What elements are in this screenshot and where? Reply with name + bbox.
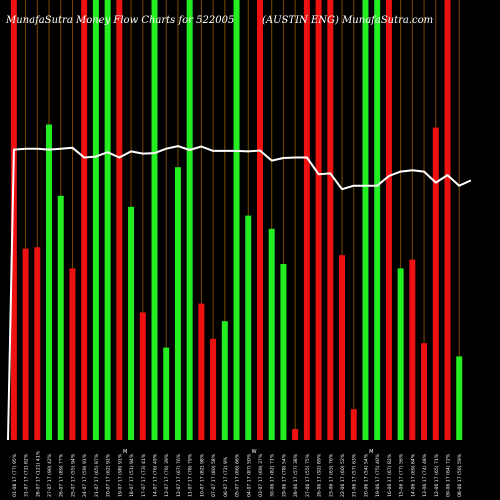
bar-up bbox=[46, 124, 53, 441]
x-tick-label: 21-06 17 (57) 63% bbox=[352, 453, 358, 497]
x-tick-label: 21-07 17 (65) 87% bbox=[94, 453, 100, 497]
x-tick-label: 29-06 17 (78) 54% bbox=[281, 453, 287, 497]
x-tick-label: 12-07 17 (67) 76% bbox=[176, 453, 182, 497]
bar-up bbox=[245, 215, 252, 440]
x-tick-label: 24-07 17 (59) 91% bbox=[82, 453, 88, 497]
bar-down bbox=[69, 268, 76, 440]
x-tick-label: 28-06 17 (57) 38% bbox=[293, 453, 299, 497]
bar-down bbox=[327, 0, 334, 440]
flow-line-path bbox=[7, 145, 472, 441]
bar-down bbox=[421, 343, 428, 440]
month-marker: W bbox=[252, 449, 257, 455]
bar-up bbox=[151, 0, 158, 440]
x-tick-label: 08-06 17 (56) 59% bbox=[457, 453, 463, 497]
x-tick-label: 31-07 17 (72) 82% bbox=[24, 453, 30, 497]
x-tick-label: 27-06 17 (55) 75% bbox=[305, 453, 311, 497]
x-tick-label: 27-07 17 (90) 42% bbox=[47, 453, 53, 497]
bar-up bbox=[280, 264, 287, 440]
x-tick-label: 18-07 17 (51) 94% bbox=[129, 453, 135, 497]
bar-up bbox=[92, 0, 99, 440]
x-tick-label: 26-06 17 (92) 89% bbox=[317, 453, 323, 497]
x-tick-label: 05-07 17 (66) 66% bbox=[235, 453, 241, 497]
chart-title-right: (AUSTIN ENG) MunafaSutra.com bbox=[262, 15, 434, 26]
bar-down bbox=[339, 255, 346, 440]
bar-down bbox=[116, 0, 123, 440]
x-tick-label: 26-07 17 (89) 77% bbox=[59, 453, 65, 497]
bars bbox=[10, 0, 463, 441]
bar-down bbox=[432, 127, 439, 440]
bar-down bbox=[385, 0, 392, 440]
bar-up bbox=[397, 268, 404, 440]
bar-down bbox=[409, 259, 416, 440]
month-marker: M bbox=[369, 449, 373, 455]
bar-down bbox=[303, 0, 310, 440]
x-tick-label: 07-07 17 (80) 58% bbox=[211, 453, 217, 497]
bar-up bbox=[221, 321, 228, 440]
x-tick-label: 15-06 17 (77) 56% bbox=[399, 453, 405, 497]
x-tick-label: 14-07 17 (76) 49% bbox=[153, 453, 159, 497]
bar-up bbox=[163, 347, 170, 440]
bar-up bbox=[268, 228, 275, 440]
bar-up bbox=[186, 0, 193, 440]
x-tick-label: 17-07 17 (73) 41% bbox=[141, 453, 147, 497]
x-tick-label: 04-07 17 (87) 50% bbox=[246, 453, 252, 497]
x-tick-label: 20-06 17 (54) 54% bbox=[363, 453, 369, 497]
bar-down bbox=[22, 248, 29, 440]
month-marker: M bbox=[123, 449, 127, 455]
x-tick-label: 16-06 17 (67) 82% bbox=[387, 453, 393, 497]
bar-up bbox=[174, 167, 181, 440]
bar-down bbox=[139, 312, 146, 440]
bar-down bbox=[198, 303, 205, 440]
flow-line bbox=[7, 145, 472, 441]
x-tick-label: 19-06 17 (75) 40% bbox=[375, 453, 381, 497]
bar-down bbox=[81, 0, 88, 440]
bar-up bbox=[374, 0, 381, 440]
bar-down bbox=[444, 0, 451, 440]
bar-up bbox=[128, 206, 135, 440]
x-tick-label: 13-07 17 (76) 39% bbox=[164, 453, 170, 497]
x-tick-label: 30-06 17 (82) 71% bbox=[270, 453, 276, 497]
bar-down bbox=[292, 429, 299, 440]
x-tick-label: 25-07 17 (55) 94% bbox=[70, 453, 76, 497]
x-tick-label: 20-07 17 (62) 92% bbox=[106, 453, 112, 497]
x-tick-label: 28-07 17 (121) 41% bbox=[35, 450, 41, 497]
x-tick-label: 10-07 17 (82) 98% bbox=[199, 453, 205, 497]
bar-up bbox=[362, 0, 369, 440]
x-tick-label: 01-08 17 (77) 95% bbox=[12, 453, 18, 497]
bar-up bbox=[57, 195, 64, 440]
x-tick-label: 03-07 17 (69) 37% bbox=[258, 453, 264, 497]
bar-down bbox=[10, 0, 17, 440]
x-tick-label: 11-07 17 (78) 79% bbox=[188, 453, 194, 497]
bar-down bbox=[350, 409, 357, 440]
bar-down bbox=[34, 247, 41, 440]
x-tick-labels: 01-08 17 (77) 95% 31-07 17 (72) 82% 28-07 … bbox=[12, 450, 463, 497]
bar-up bbox=[456, 356, 463, 440]
chart-title-left: MunafaSutra Money Flow Charts for 522005 bbox=[6, 15, 235, 26]
x-tick-label: 23-06 17 (63) 76% bbox=[328, 453, 334, 497]
bar-down bbox=[210, 338, 217, 440]
x-tick-label: 12-06 17 (65) 71% bbox=[434, 453, 440, 497]
x-tick-label: 13-06 17 (74) 48% bbox=[422, 453, 428, 497]
x-tick-label: 19-07 17 (98) 91% bbox=[117, 453, 123, 497]
x-tick-label: 14-06 17 (69) 84% bbox=[410, 453, 416, 497]
x-tick-label: 22-06 17 (60) 52% bbox=[340, 453, 346, 497]
x-tick-label: 09-06 17 (64) 72% bbox=[446, 453, 452, 497]
bar-down bbox=[256, 0, 263, 440]
bar-up bbox=[104, 0, 111, 440]
x-tick-label: 06-07 17 (72) 9% bbox=[223, 456, 229, 497]
bar-down bbox=[315, 0, 322, 440]
bar-up bbox=[233, 0, 240, 440]
